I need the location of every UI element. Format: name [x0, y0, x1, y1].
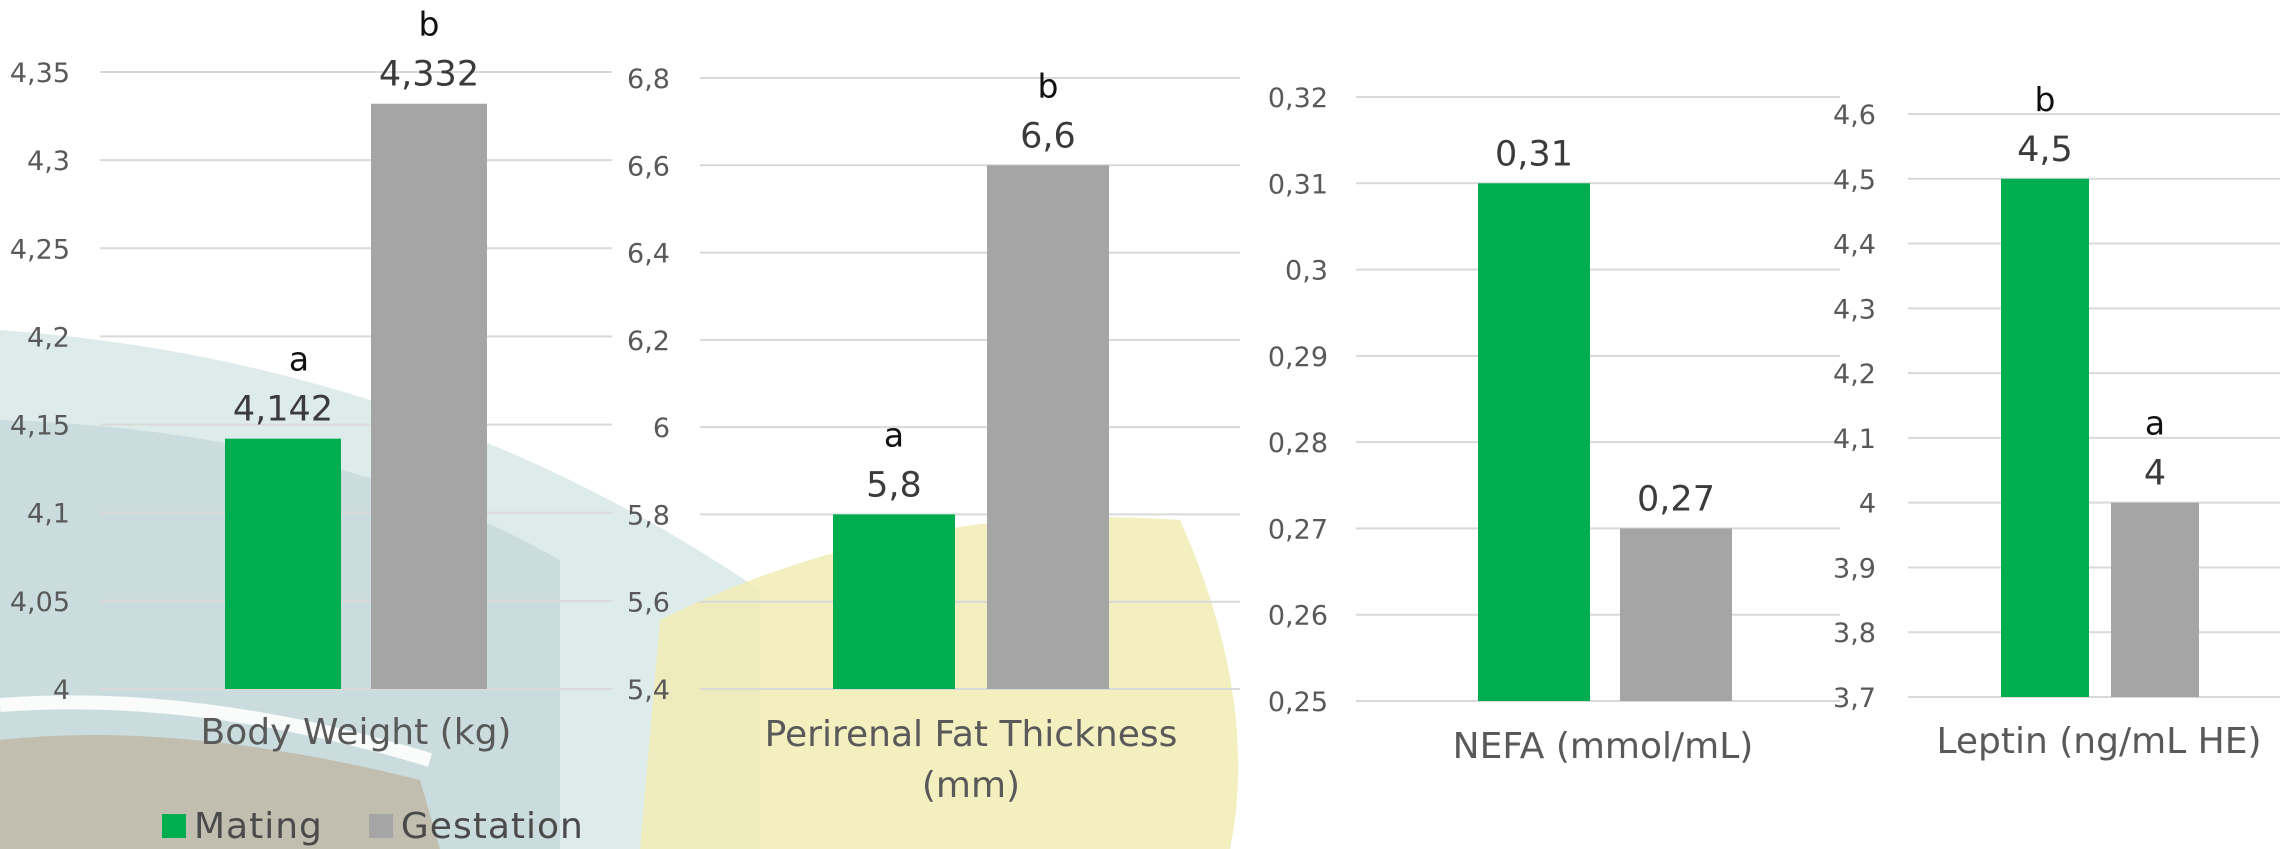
y-tick-label: 0,26	[1268, 601, 1328, 632]
y-tick-label: 4,1	[27, 499, 70, 530]
x-axis-title-line-1: Perirenal Fat Thickness	[765, 714, 1178, 755]
y-tick-label: 0,27	[1268, 514, 1328, 545]
y-tick-label: 3,9	[1833, 553, 1876, 584]
bar-gestation	[1620, 528, 1732, 701]
y-tick-label: 4,3	[1833, 294, 1876, 325]
y-tick-label: 4,2	[1833, 359, 1876, 390]
y-tick-label: 5,8	[627, 500, 670, 531]
y-tick-label: 4,15	[10, 411, 70, 442]
significance-letter: b	[2035, 80, 2056, 119]
legend-item-gestation: Gestation	[368, 805, 584, 847]
bar-mating	[833, 514, 955, 689]
y-tick-label: 4,1	[1833, 424, 1876, 455]
y-tick-label: 4,05	[10, 587, 70, 618]
data-label: 0,31	[1495, 134, 1573, 174]
bar-gestation	[371, 103, 487, 689]
y-tick-label: 0,32	[1268, 83, 1328, 114]
legend: Mating Gestation	[162, 805, 630, 847]
legend-label-mating: Mating	[194, 805, 323, 847]
y-tick-label: 6,8	[627, 64, 670, 95]
y-tick-label: 4,6	[1833, 100, 1876, 131]
significance-letter: a	[2145, 404, 2165, 443]
bar-mating	[1478, 183, 1590, 702]
y-tick-label: 3,8	[1833, 618, 1876, 649]
y-tick-label: 4,25	[10, 234, 70, 265]
x-axis-title-line-2: (mm)	[922, 765, 1020, 806]
x-axis-title: Body Weight (kg)	[201, 712, 512, 753]
significance-letter: b	[1038, 66, 1059, 105]
y-tick-label: 0,31	[1268, 169, 1328, 200]
data-label: 4,142	[233, 390, 333, 430]
y-tick-label: 4	[1859, 489, 1876, 520]
y-tick-label: 0,29	[1268, 342, 1328, 373]
y-tick-label: 0,3	[1285, 256, 1328, 287]
significance-letter: a	[289, 340, 309, 379]
data-label: 5,8	[866, 465, 922, 505]
y-tick-label: 3,7	[1833, 683, 1876, 714]
y-tick-label: 4,3	[27, 146, 70, 177]
bar-mating	[2001, 178, 2089, 697]
y-tick-label: 0,25	[1268, 687, 1328, 718]
y-tick-label: 5,6	[627, 588, 670, 619]
data-label: 0,27	[1637, 479, 1715, 519]
y-tick-label: 6,6	[627, 151, 670, 182]
legend-label-gestation: Gestation	[400, 805, 584, 847]
y-tick-label: 6,2	[627, 326, 670, 357]
bar-gestation	[2111, 502, 2199, 697]
y-tick-label: 0,28	[1268, 428, 1328, 459]
y-tick-label: 4,2	[27, 322, 70, 353]
data-label: 4,5	[2017, 130, 2073, 170]
y-tick-label: 5,4	[627, 675, 670, 706]
y-tick-label: 6	[653, 413, 670, 444]
significance-letter: b	[419, 5, 440, 44]
y-tick-label: 4,4	[1833, 230, 1876, 261]
legend-item-mating: Mating	[162, 806, 323, 847]
data-label: 4	[2144, 454, 2166, 494]
y-tick-label: 6,4	[627, 239, 670, 270]
data-label: 6,6	[1020, 116, 1076, 156]
significance-letter: a	[884, 415, 904, 454]
bar-gestation	[987, 165, 1109, 690]
y-tick-label: 4,35	[10, 58, 70, 89]
y-tick-label: 4,5	[1833, 165, 1876, 196]
bar-mating	[225, 438, 341, 689]
x-axis-title: Leptin (ng/mL HE)	[1936, 721, 2261, 762]
mating-swatch	[162, 814, 186, 838]
gestation-swatch	[368, 814, 393, 838]
x-axis-title: NEFA (mmol/mL)	[1453, 726, 1754, 767]
data-label: 4,332	[379, 55, 479, 95]
y-tick-label: 4	[53, 675, 70, 706]
